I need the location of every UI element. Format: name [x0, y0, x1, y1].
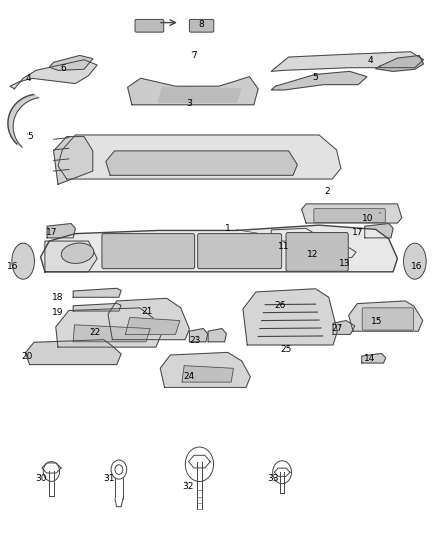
Polygon shape [271, 228, 315, 241]
Polygon shape [42, 463, 61, 473]
Polygon shape [365, 223, 393, 238]
Polygon shape [333, 320, 355, 334]
Polygon shape [189, 328, 208, 342]
Text: 5: 5 [27, 132, 32, 141]
Text: 26: 26 [274, 301, 286, 310]
Text: 13: 13 [339, 259, 350, 268]
Text: 17: 17 [46, 228, 57, 237]
Polygon shape [182, 366, 233, 382]
FancyBboxPatch shape [314, 209, 385, 222]
Polygon shape [49, 55, 93, 70]
Polygon shape [47, 223, 75, 238]
Polygon shape [188, 455, 210, 468]
Polygon shape [53, 136, 93, 184]
Polygon shape [274, 468, 290, 477]
Text: 8: 8 [199, 20, 205, 29]
Text: 3: 3 [187, 99, 192, 108]
Polygon shape [376, 55, 424, 71]
Text: 6: 6 [60, 64, 66, 73]
Text: 23: 23 [189, 336, 201, 345]
Text: 4: 4 [367, 56, 373, 65]
Polygon shape [10, 60, 97, 89]
Polygon shape [73, 303, 121, 311]
Text: 15: 15 [371, 317, 382, 326]
FancyBboxPatch shape [135, 19, 164, 32]
Polygon shape [73, 288, 121, 297]
Polygon shape [362, 353, 386, 363]
Ellipse shape [61, 243, 94, 263]
Polygon shape [271, 71, 367, 90]
Text: 10: 10 [362, 213, 381, 223]
Polygon shape [302, 204, 402, 223]
Polygon shape [208, 328, 226, 342]
Ellipse shape [403, 243, 426, 279]
Polygon shape [349, 301, 423, 331]
FancyBboxPatch shape [198, 233, 282, 269]
FancyBboxPatch shape [189, 19, 214, 32]
Polygon shape [106, 151, 297, 175]
Text: 4: 4 [25, 74, 31, 83]
Polygon shape [160, 352, 251, 387]
Text: 25: 25 [281, 345, 292, 354]
FancyBboxPatch shape [362, 308, 413, 330]
Polygon shape [56, 308, 162, 347]
Text: 16: 16 [7, 262, 18, 271]
Polygon shape [41, 225, 397, 272]
Polygon shape [243, 289, 337, 345]
Text: 22: 22 [89, 328, 101, 337]
Text: 33: 33 [267, 474, 279, 483]
Polygon shape [73, 325, 150, 342]
Ellipse shape [12, 243, 35, 279]
Polygon shape [304, 240, 330, 249]
FancyBboxPatch shape [286, 232, 348, 271]
Text: 21: 21 [141, 306, 153, 316]
Text: 24: 24 [183, 372, 194, 381]
Text: 1: 1 [225, 224, 258, 233]
Text: 17: 17 [352, 228, 363, 237]
Polygon shape [127, 77, 258, 105]
Text: 30: 30 [35, 474, 47, 483]
Polygon shape [8, 94, 39, 147]
Text: 2: 2 [324, 186, 333, 196]
Polygon shape [330, 248, 356, 257]
Text: 19: 19 [52, 308, 64, 317]
Polygon shape [25, 340, 121, 365]
Polygon shape [45, 241, 97, 272]
Polygon shape [108, 298, 189, 340]
Text: 16: 16 [411, 262, 423, 271]
Text: 27: 27 [332, 324, 343, 333]
Text: 12: 12 [307, 251, 318, 260]
Text: 14: 14 [364, 354, 375, 364]
Circle shape [111, 460, 127, 479]
Text: 20: 20 [22, 352, 33, 361]
Polygon shape [125, 317, 180, 334]
Polygon shape [158, 87, 241, 102]
Polygon shape [115, 499, 123, 507]
Text: 5: 5 [313, 73, 318, 82]
Text: 11: 11 [278, 242, 289, 251]
Text: 7: 7 [191, 51, 197, 60]
Text: 31: 31 [103, 474, 115, 483]
Text: 18: 18 [52, 293, 64, 302]
Polygon shape [58, 135, 341, 179]
Text: 32: 32 [182, 481, 193, 490]
Polygon shape [271, 52, 424, 71]
FancyBboxPatch shape [102, 233, 194, 269]
